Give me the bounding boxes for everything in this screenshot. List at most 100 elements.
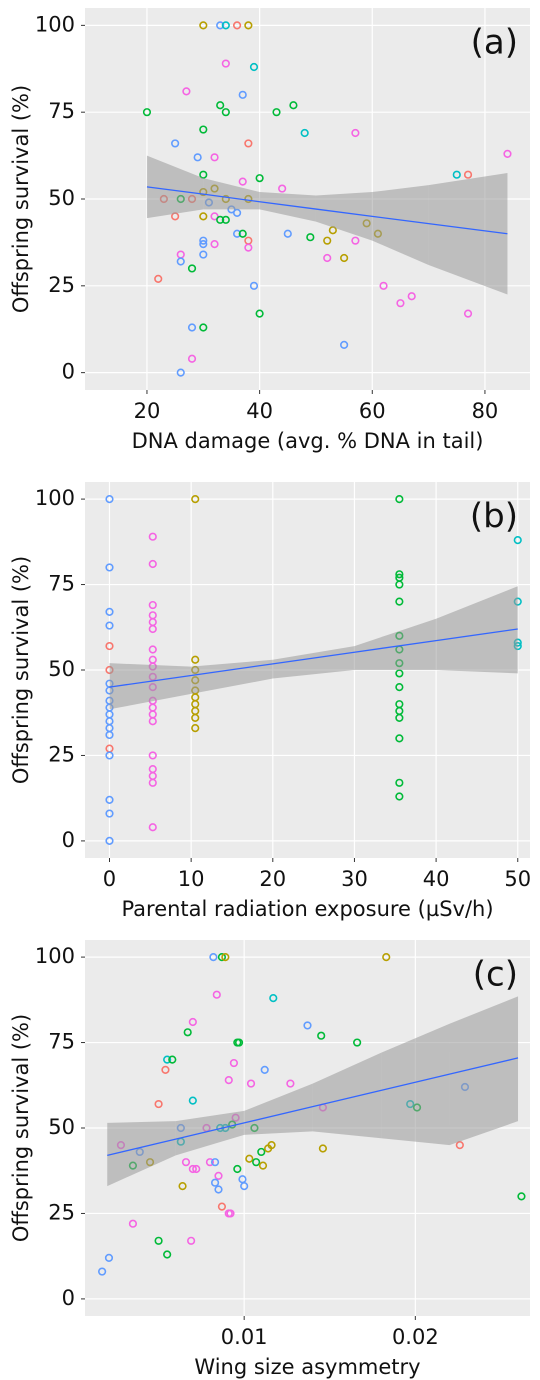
point bbox=[128, 1219, 138, 1228]
point bbox=[182, 87, 191, 96]
point bbox=[379, 281, 388, 290]
y-tick-label: 100 bbox=[35, 12, 75, 36]
point bbox=[286, 1079, 295, 1088]
point bbox=[503, 149, 512, 158]
point bbox=[168, 1055, 177, 1064]
point bbox=[452, 170, 461, 179]
point bbox=[340, 340, 349, 349]
point bbox=[210, 240, 219, 249]
x-tick-label: 30 bbox=[341, 867, 368, 891]
y-tick-label: 75 bbox=[48, 1030, 75, 1054]
point bbox=[272, 108, 281, 117]
point bbox=[191, 713, 200, 722]
point bbox=[216, 21, 225, 30]
point bbox=[463, 309, 473, 318]
point bbox=[395, 570, 404, 579]
point bbox=[323, 236, 332, 245]
point bbox=[240, 1182, 249, 1191]
point bbox=[245, 1154, 254, 1163]
point bbox=[178, 1182, 187, 1191]
point bbox=[340, 253, 349, 263]
point bbox=[221, 21, 230, 30]
point bbox=[395, 494, 404, 504]
point bbox=[221, 59, 230, 68]
y-tick-label: 50 bbox=[48, 1115, 75, 1139]
point bbox=[193, 153, 202, 162]
point bbox=[210, 153, 219, 162]
y-tick-label: 25 bbox=[48, 1200, 75, 1224]
point bbox=[246, 1079, 256, 1088]
point bbox=[105, 607, 114, 616]
x-tick-label: 40 bbox=[246, 399, 273, 423]
point bbox=[191, 494, 200, 504]
point bbox=[187, 264, 197, 273]
point bbox=[306, 233, 315, 242]
point bbox=[395, 669, 404, 678]
point bbox=[161, 1065, 170, 1074]
point bbox=[289, 101, 298, 110]
point bbox=[210, 212, 219, 221]
point bbox=[199, 240, 208, 249]
point bbox=[199, 236, 208, 245]
fit-line bbox=[109, 628, 518, 688]
point bbox=[191, 655, 200, 664]
point bbox=[221, 952, 230, 962]
confidence-band bbox=[244, 1083, 313, 1135]
point bbox=[258, 1161, 268, 1170]
point bbox=[513, 536, 522, 545]
point bbox=[154, 274, 163, 283]
point bbox=[244, 21, 253, 30]
y-tick-label: 100 bbox=[35, 944, 75, 968]
point bbox=[148, 823, 157, 832]
y-tick-label: 0 bbox=[62, 828, 75, 852]
point bbox=[98, 1267, 107, 1276]
point bbox=[105, 730, 114, 740]
point bbox=[300, 128, 309, 138]
y-tick-label: 0 bbox=[62, 1286, 75, 1310]
point bbox=[209, 952, 218, 962]
panel-label: (a) bbox=[471, 23, 518, 63]
point bbox=[199, 250, 208, 259]
point bbox=[267, 1140, 276, 1150]
point bbox=[105, 751, 114, 760]
y-tick-label: 100 bbox=[35, 486, 75, 510]
confidence-band bbox=[312, 1052, 382, 1139]
y-axis-title: Offspring survival (%) bbox=[9, 1014, 33, 1242]
y-tick-label: 0 bbox=[62, 360, 75, 384]
point bbox=[199, 21, 208, 30]
point bbox=[238, 90, 247, 99]
point bbox=[163, 1250, 172, 1259]
confidence-band bbox=[107, 1121, 176, 1187]
point bbox=[181, 1158, 191, 1167]
confidence-band bbox=[203, 178, 260, 210]
x-tick-label: 50 bbox=[504, 867, 531, 891]
x-tick-label: 0.01 bbox=[221, 1325, 268, 1349]
point bbox=[318, 1144, 328, 1153]
y-tick-label: 50 bbox=[48, 657, 75, 681]
y-tick-label: 50 bbox=[48, 186, 75, 210]
point bbox=[255, 309, 264, 318]
x-tick-label: 40 bbox=[423, 867, 450, 891]
point bbox=[183, 1028, 192, 1037]
point bbox=[210, 1158, 220, 1167]
point bbox=[176, 257, 185, 266]
point bbox=[199, 125, 208, 134]
point bbox=[233, 1164, 242, 1174]
point bbox=[192, 1164, 201, 1174]
point bbox=[396, 299, 405, 308]
point bbox=[148, 532, 157, 541]
point bbox=[395, 778, 404, 787]
point bbox=[105, 621, 114, 630]
point bbox=[214, 1171, 223, 1180]
point bbox=[217, 952, 227, 962]
y-tick-label: 75 bbox=[48, 572, 75, 596]
fit-line bbox=[107, 1057, 519, 1156]
y-tick-label: 25 bbox=[48, 742, 75, 766]
point bbox=[463, 170, 473, 179]
point bbox=[244, 243, 253, 252]
point bbox=[188, 1017, 197, 1027]
confidence-band bbox=[372, 185, 429, 265]
point bbox=[260, 1065, 269, 1074]
point bbox=[353, 1038, 362, 1047]
